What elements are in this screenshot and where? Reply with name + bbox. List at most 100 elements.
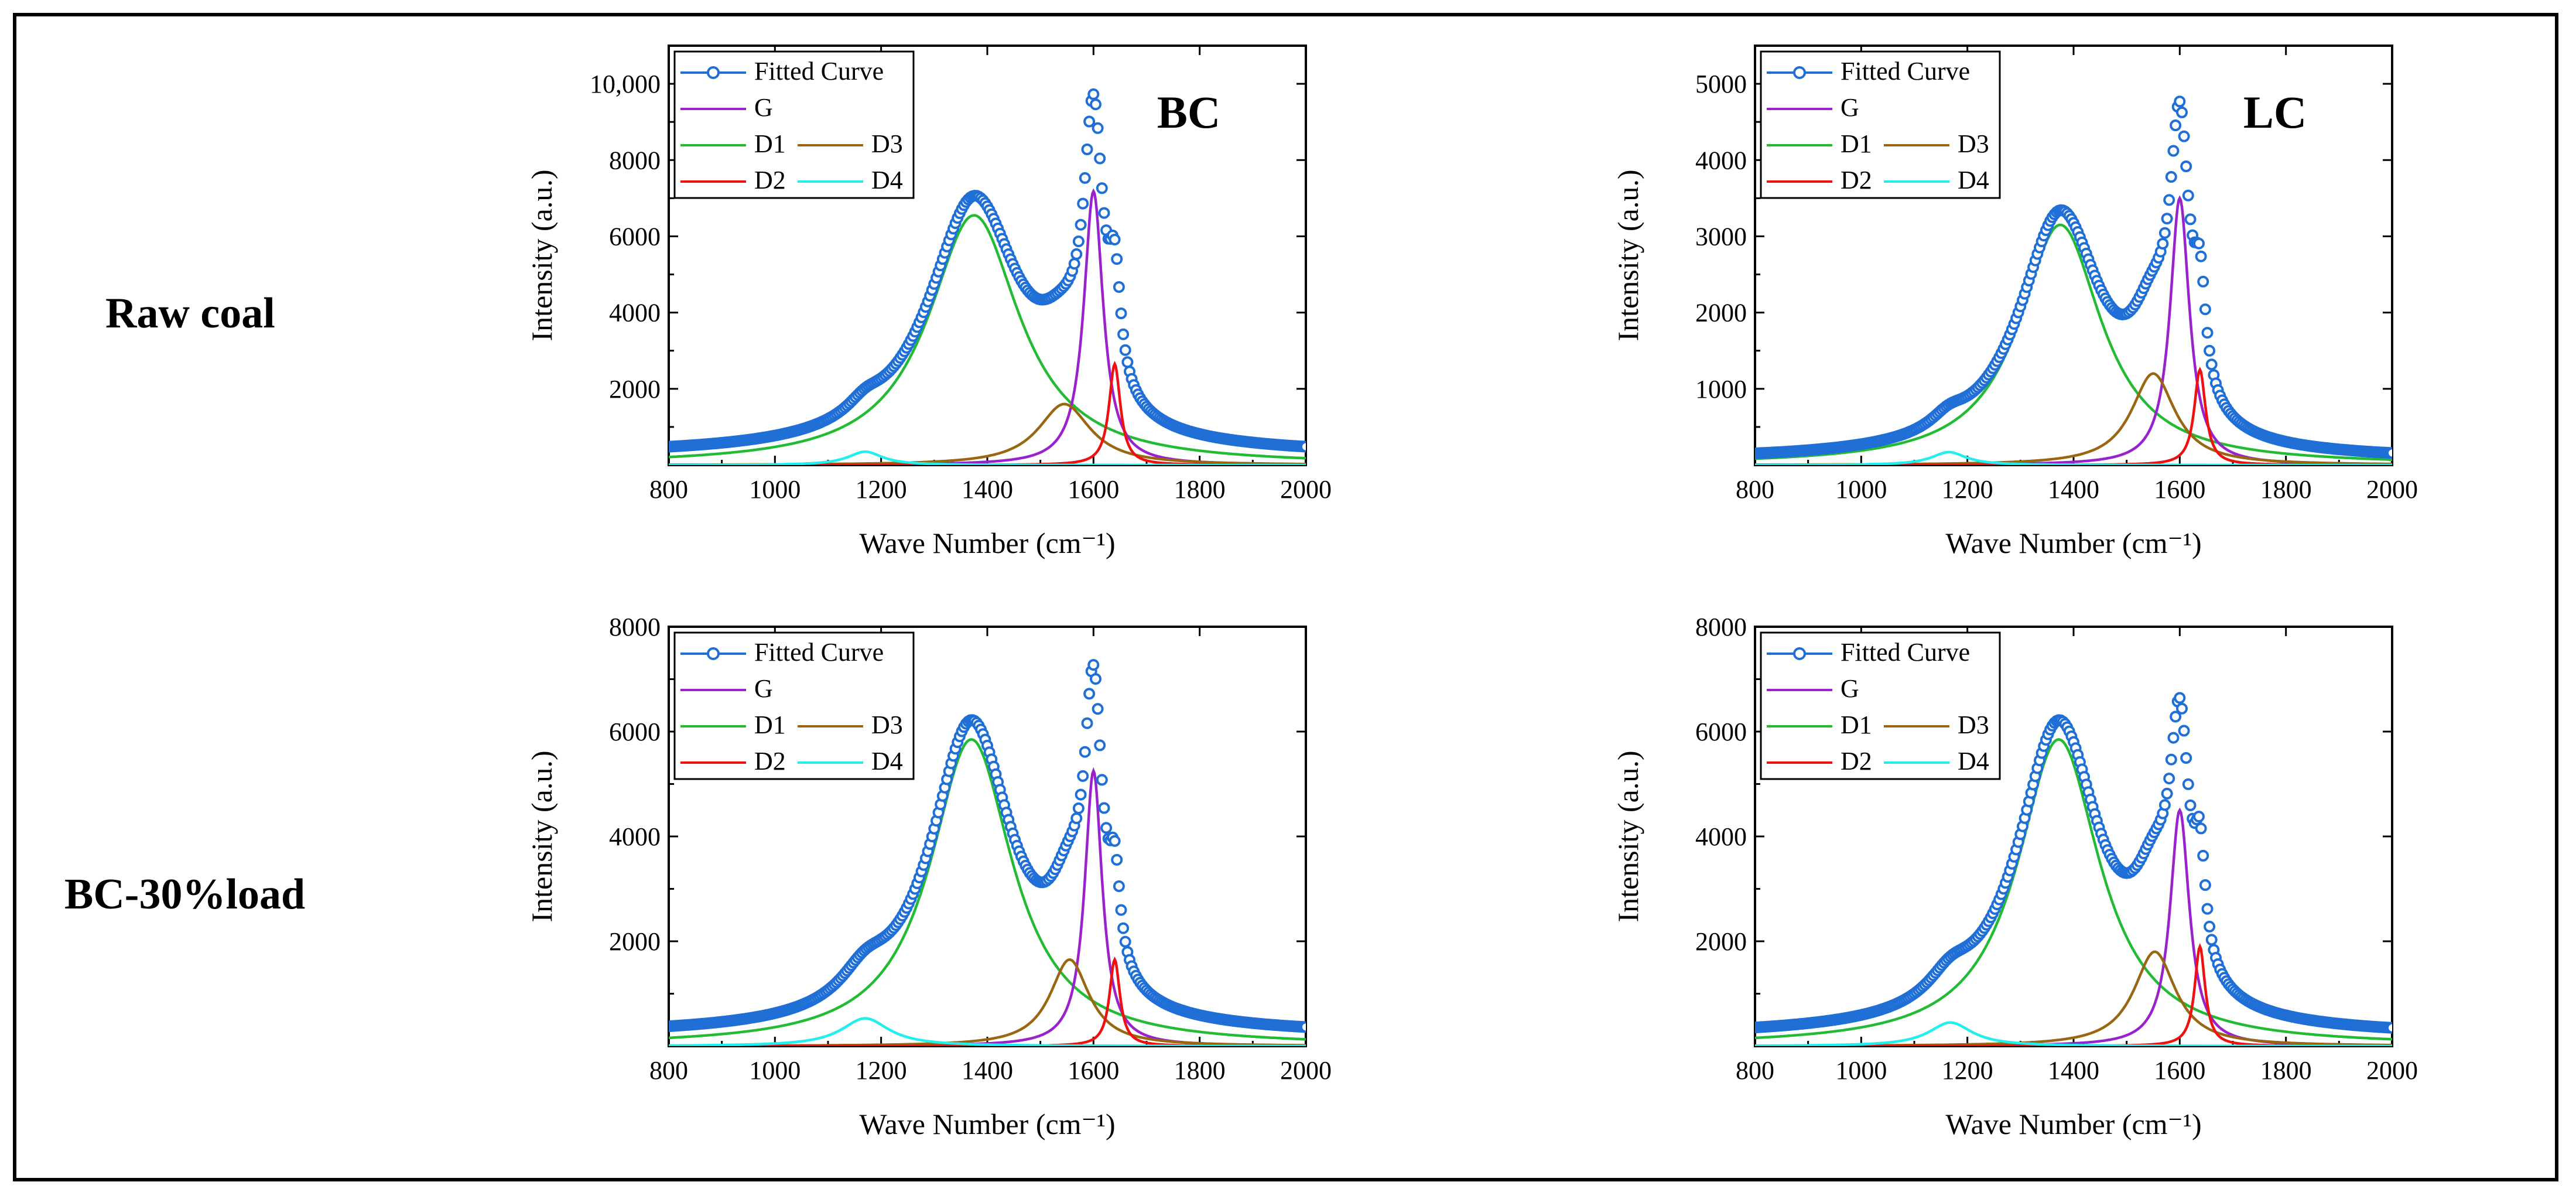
- fitted-curve-point: [2386, 447, 2392, 459]
- fitted-curve-point: [1121, 356, 1134, 368]
- fitted-curve-point: [1075, 788, 1087, 801]
- legend-label: G: [754, 93, 773, 122]
- x-tick-label: 1600: [1068, 475, 1119, 504]
- x-tick-label: 1400: [962, 475, 1013, 504]
- fitted-curve-point: [1109, 835, 1121, 847]
- series-d1-line: [669, 214, 1306, 460]
- x-axis-title: Wave Number (cm⁻¹): [859, 1108, 1115, 1140]
- x-tick-label: 2000: [1280, 475, 1332, 504]
- x-axis-title: Wave Number (cm⁻¹): [1945, 1108, 2201, 1140]
- legend-label: D2: [1841, 747, 1872, 776]
- fitted-curve-point: [2193, 811, 2205, 823]
- curves: [669, 88, 1306, 465]
- legend-label: D4: [871, 166, 903, 194]
- series-d1-line: [1755, 223, 2392, 461]
- y-tick-label: 2000: [609, 927, 661, 956]
- x-tick-label: 1000: [749, 1056, 800, 1085]
- fitted-curve-point: [1081, 717, 1093, 729]
- fitted-curve-point: [2165, 171, 2177, 183]
- fitted-curve-point: [2199, 879, 2211, 891]
- figure-frame: [13, 13, 2558, 1181]
- legend-marker: [1793, 66, 1806, 79]
- fitted-curve-point: [2201, 327, 2214, 339]
- fitted-curve-point: [2167, 732, 2180, 744]
- fitted-curve-point: [1109, 234, 1121, 245]
- x-tick-label: 800: [649, 1056, 688, 1085]
- x-tick-label: 1800: [2260, 475, 2312, 504]
- x-tick-label: 2000: [2366, 475, 2418, 504]
- x-tick-label: 1200: [856, 475, 907, 504]
- fitted-curve-point: [2174, 95, 2186, 108]
- fitted-curve-point: [1098, 207, 1110, 219]
- fitted-curve-point: [2178, 725, 2190, 737]
- x-tick-label: 1800: [1174, 475, 1226, 504]
- fitted-curve-point: [1083, 115, 1096, 128]
- x-axis-title: Wave Number (cm⁻¹): [1945, 527, 2201, 559]
- y-tick-label: 2000: [1695, 927, 1747, 956]
- fitted-curve-point: [2204, 344, 2216, 357]
- x-tick-label: 1000: [1835, 475, 1887, 504]
- fitted-curve-point: [2178, 130, 2190, 142]
- fitted-curve-point: [1119, 935, 1131, 948]
- fitted-curve-point: [2158, 799, 2171, 811]
- x-axis-title: Wave Number (cm⁻¹): [859, 527, 1115, 559]
- legend-label: D1: [1841, 129, 1872, 158]
- fitted-curve-point: [1119, 344, 1131, 356]
- y-tick-label: 10,000: [590, 70, 661, 98]
- fitted-curve-point: [1087, 88, 1100, 100]
- fitted-curve-point: [2199, 303, 2211, 316]
- x-tick-label: 1000: [1835, 1056, 1887, 1085]
- y-tick-label: 2000: [609, 375, 661, 404]
- fitted-curve-point: [2204, 920, 2216, 932]
- legend-label: G: [1841, 674, 1859, 703]
- fitted-curve-point: [2386, 1022, 2392, 1034]
- legend-label: D1: [754, 710, 786, 739]
- y-tick-label: 8000: [1695, 613, 1747, 641]
- fitted-curve-point: [1070, 812, 1083, 824]
- legend-label: D2: [754, 166, 786, 194]
- series-d4-line: [669, 450, 1306, 465]
- fitted-curve-point: [1117, 922, 1130, 934]
- fitted-curve-point: [1081, 144, 1093, 155]
- legend-label: G: [1841, 93, 1859, 122]
- fitted-curve-point: [1092, 122, 1104, 134]
- fitted-curve-point: [2184, 213, 2197, 226]
- x-tick-label: 1400: [2048, 475, 2099, 504]
- fitted-curve-point: [2182, 778, 2194, 790]
- panel-label: BC: [1157, 87, 1220, 138]
- legend-marker: [707, 647, 720, 660]
- legend-label: D3: [871, 129, 903, 158]
- fitted-curve-point: [2180, 160, 2192, 172]
- fitted-curve-point: [1068, 258, 1080, 270]
- curves: [1755, 692, 2392, 1046]
- fitted-curve-point: [1070, 248, 1083, 260]
- x-tick-label: 1400: [2048, 1056, 2099, 1085]
- fitted-curve-point: [2176, 702, 2188, 715]
- fitted-curve-point: [1077, 770, 1089, 782]
- fitted-curve-point: [1083, 688, 1096, 700]
- curves: [1755, 95, 2392, 465]
- fitted-curve-point: [1079, 746, 1091, 758]
- y-tick-label: 3000: [1695, 222, 1747, 251]
- series-d4-line: [1755, 1021, 2392, 1046]
- y-tick-label: 8000: [609, 613, 661, 641]
- y-tick-label: 4000: [609, 822, 661, 851]
- fitted-curve-point: [2195, 822, 2207, 835]
- fitted-curve-point: [1079, 172, 1091, 184]
- fitted-curve-point: [2165, 753, 2177, 766]
- x-tick-label: 1200: [1942, 1056, 1993, 1085]
- fitted-curve-point: [1094, 739, 1106, 751]
- fitted-curve-point: [2184, 799, 2197, 811]
- chart-panel-3: 800 1000 1200 1400 1600 1800 2000 2000 4000 6000 8…: [525, 613, 1332, 1140]
- x-tick-label: 1600: [1068, 1056, 1119, 1085]
- fitted-curve-point: [1077, 197, 1089, 210]
- fitted-curve-point: [1090, 98, 1101, 111]
- series-d4-line: [669, 1017, 1306, 1046]
- legend-label: Fitted Curve: [1841, 638, 1970, 667]
- y-axis-title: Intensity (a.u.): [525, 170, 558, 341]
- y-tick-label: 4000: [1695, 822, 1747, 851]
- fitted-curve-point: [1100, 822, 1113, 834]
- x-tick-label: 2000: [1280, 1056, 1332, 1085]
- fitted-curve-point: [1113, 281, 1125, 293]
- fitted-curve-point: [2197, 849, 2209, 862]
